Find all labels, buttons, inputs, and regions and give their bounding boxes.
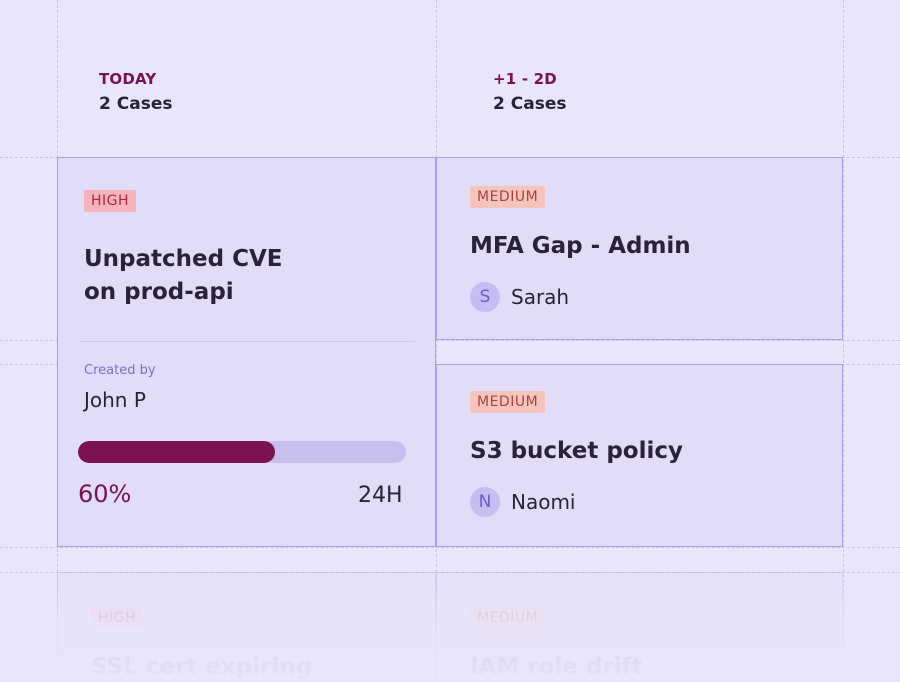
column-case-count: 2 Cases: [493, 94, 567, 114]
priority-badge: HIGH: [84, 190, 137, 212]
case-card-mfa-gap[interactable]: MEDIUM MFA Gap - Admin S Sarah: [436, 157, 843, 340]
priority-badge: MEDIUM: [470, 186, 546, 208]
case-title: S3 bucket policy: [470, 438, 683, 464]
case-title-line: on prod-api: [84, 279, 234, 305]
case-card-ssl-cert[interactable]: HIGH SSL cert expiring: [57, 572, 436, 682]
column-tag: TODAY: [99, 70, 157, 88]
case-title: SSL cert expiring: [91, 654, 313, 680]
case-card-s3-bucket-policy[interactable]: MEDIUM S3 bucket policy N Naomi: [436, 364, 843, 547]
column-header-today: TODAY 2 Cases: [99, 70, 172, 114]
case-title: Unpatched CVE on prod-api: [84, 243, 283, 309]
case-title-line: Unpatched CVE: [84, 246, 283, 272]
created-by-label: Created by: [84, 363, 156, 378]
case-title: MFA Gap - Admin: [470, 233, 691, 259]
priority-badge: MEDIUM: [470, 391, 546, 413]
case-title: IAM role drift: [470, 654, 643, 680]
assignee: N Naomi: [470, 487, 576, 517]
column-tag: +1 - 2D: [493, 70, 557, 88]
assignee: S Sarah: [470, 282, 569, 312]
grid-line: [0, 340, 900, 341]
grid-line: [843, 0, 844, 682]
case-card-unpatched-cve[interactable]: HIGH Unpatched CVE on prod-api Created b…: [57, 157, 436, 547]
column-case-count: 2 Cases: [99, 94, 173, 114]
progress-bar-fill: [78, 441, 275, 463]
progress-percent: 60%: [78, 480, 132, 508]
avatar: S: [470, 282, 500, 312]
progress-bar: [78, 441, 406, 463]
grid-line: [436, 0, 437, 682]
priority-badge: MEDIUM: [470, 607, 546, 629]
assignee-name: Naomi: [511, 490, 576, 514]
column-header-1-2d: +1 - 2D 2 Cases: [493, 70, 566, 114]
divider: [80, 341, 415, 342]
created-by-name: John P: [84, 388, 146, 412]
avatar: N: [470, 487, 500, 517]
grid-line: [0, 547, 900, 548]
priority-badge: HIGH: [91, 607, 144, 629]
sla-time: 24H: [358, 483, 403, 508]
assignee-name: Sarah: [511, 285, 570, 309]
case-card-iam-role-drift[interactable]: MEDIUM IAM role drift: [436, 572, 843, 682]
